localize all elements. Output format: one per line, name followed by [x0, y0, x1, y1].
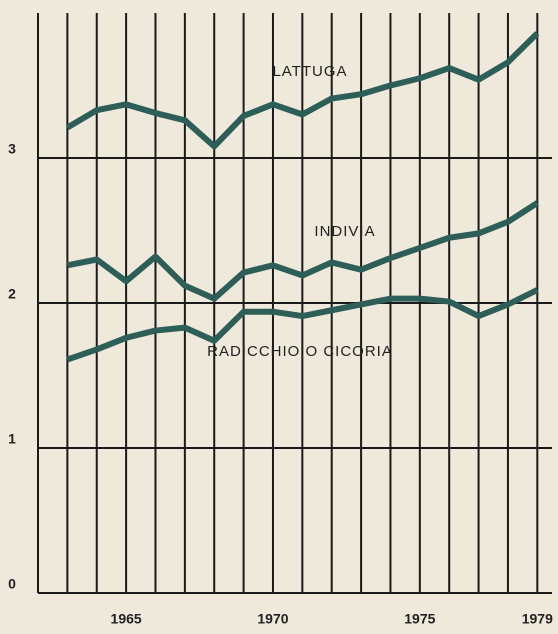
- series-label: RADICCHIO O CICORIA: [207, 343, 393, 360]
- y-tick-label: 0: [8, 576, 16, 592]
- x-tick-label: 1979: [522, 611, 553, 627]
- x-tick-label: 1965: [111, 611, 142, 627]
- series-label: LATTUGA: [272, 63, 347, 80]
- x-tick-label: 1975: [404, 611, 435, 627]
- series-label: INDIVIA: [314, 223, 375, 240]
- y-tick-label: 1: [8, 431, 16, 447]
- y-tick-label: 3: [8, 141, 16, 157]
- series-line: [66, 287, 539, 363]
- y-tick-label: 2: [8, 286, 16, 302]
- x-tick-label: 1970: [257, 611, 288, 627]
- series-line: [66, 200, 539, 302]
- series-line: [65, 31, 540, 150]
